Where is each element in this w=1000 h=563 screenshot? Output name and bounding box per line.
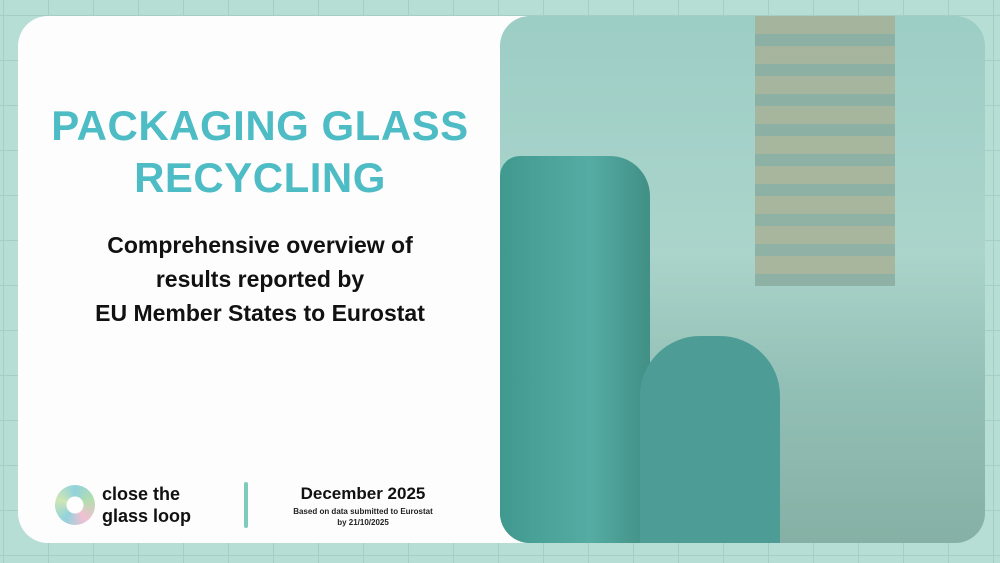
page-title: PACKAGING GLASS RECYCLING: [30, 100, 490, 204]
logo-line-2: glass loop: [102, 506, 192, 526]
photo-tint: [500, 16, 985, 543]
recycling-bin: [500, 156, 650, 543]
cover-photo: [500, 16, 985, 543]
publication-date: December 2025: [300, 484, 426, 503]
logo-text: close the glass loop: [102, 483, 191, 527]
subtitle-line-1: Comprehensive overview of: [107, 232, 413, 258]
subtitle-line-3: EU Member States to Eurostat: [95, 300, 425, 326]
glass-loop-logo-icon: [55, 485, 95, 525]
title-line-1: PACKAGING GLASS: [51, 102, 469, 149]
subtitle-line-2: results reported by: [155, 266, 365, 292]
divider: [244, 482, 248, 528]
child: [640, 336, 780, 543]
title-line-2: RECYCLING: [134, 154, 386, 201]
logo-line-1: close the: [102, 484, 181, 504]
building: [755, 16, 895, 286]
subtitle: Comprehensive overview of results reporte…: [30, 228, 490, 330]
data-note: Based on data submitted to Eurostat by 2…: [293, 507, 433, 527]
